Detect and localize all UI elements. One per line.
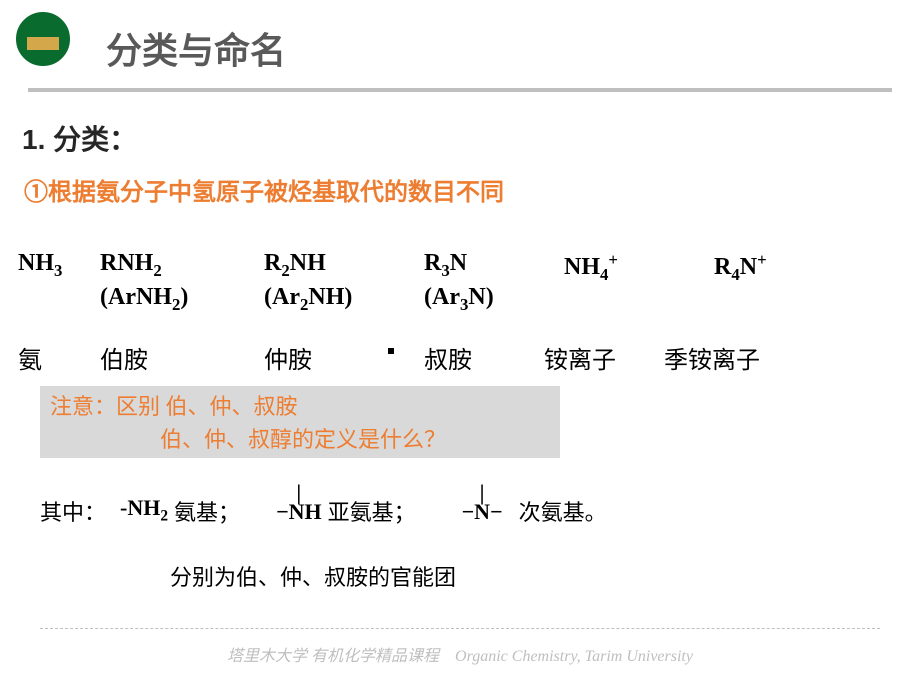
func-prefix: 其中： xyxy=(40,495,106,527)
func-nh2-formula: -NH2 xyxy=(120,495,168,525)
func-nh-name: 亚氨基； xyxy=(328,495,416,527)
cell-r3n: R3N xyxy=(424,250,564,285)
bullet-marker xyxy=(388,348,394,354)
title-underline xyxy=(28,88,892,92)
cell-ar3n: (Ar3N) xyxy=(424,284,564,315)
name-ammonium: 铵离子 xyxy=(544,340,664,375)
logo-building-icon xyxy=(27,28,59,50)
name-primary: 伯胺 xyxy=(100,340,264,375)
footer-text: 塔里木大学 有机化学精品课程 Organic Chemistry, Tarim … xyxy=(0,642,920,666)
names-row: 氨 伯胺 仲胺 叔胺 铵离子 季铵离子 xyxy=(18,340,902,375)
footer-divider xyxy=(40,628,880,629)
func-n-group: | −N− xyxy=(462,484,503,521)
func-nh2-name: 氨基； xyxy=(174,495,240,527)
cell-nh4: NH4+ xyxy=(564,250,714,285)
func-n-main: −N− xyxy=(462,503,503,522)
university-logo xyxy=(16,12,70,66)
note-line2: 伯、仲、叔醇的定义是什么？ xyxy=(50,423,550,456)
cell-r2nh: R2NH xyxy=(264,250,424,285)
section-subtitle: ①根据氨分子中氢原子被烃基取代的数目不同 xyxy=(24,172,504,207)
note-box: 注意：区别 伯、仲、叔胺 伯、仲、叔醇的定义是什么？ xyxy=(40,386,560,458)
name-secondary: 仲胺 xyxy=(264,340,424,375)
formula-row-1: NH3 RNH2 R2NH R3N NH4+ R4N+ xyxy=(18,250,902,285)
formula-row-2: (ArNH2) (Ar2NH) (Ar3N) xyxy=(18,284,902,315)
func-n-name: 次氨基。 xyxy=(519,495,607,527)
page-title: 分类与命名 xyxy=(106,22,286,74)
cell-blank1 xyxy=(18,284,100,315)
cell-ar2nh: (Ar2NH) xyxy=(264,284,424,315)
name-quaternary: 季铵离子 xyxy=(664,340,814,375)
section-number: 1. 分类： xyxy=(22,118,137,158)
note-line1: 注意：区别 伯、仲、叔胺 xyxy=(50,390,550,423)
cell-r4n: R4N+ xyxy=(714,250,864,285)
cell-arnh2: (ArNH2) xyxy=(100,284,264,315)
name-tertiary: 叔胺 xyxy=(424,340,544,375)
func-nh-main: −NH xyxy=(276,503,322,522)
func-nh-group: | −NH xyxy=(276,484,322,521)
functional-groups-row: 其中： -NH2 氨基； | −NH 亚氨基； | −N− 次氨基。 xyxy=(40,492,900,529)
cell-nh3: NH3 xyxy=(18,250,100,285)
name-ammonia: 氨 xyxy=(18,340,100,375)
cell-rnh2: RNH2 xyxy=(100,250,264,285)
summary-text: 分别为伯、仲、叔胺的官能团 xyxy=(170,560,456,592)
